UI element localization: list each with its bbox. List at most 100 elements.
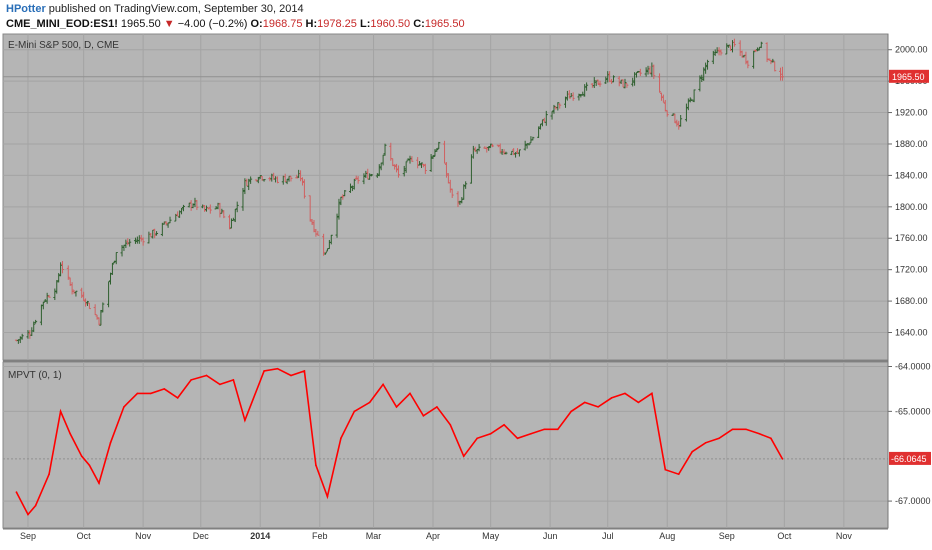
ohlc-bar — [243, 178, 247, 195]
ohlc-bar — [308, 195, 312, 222]
ohlc-bar — [337, 198, 341, 220]
ohlc-bar — [208, 204, 212, 214]
mpvt-point — [353, 410, 356, 413]
low-value: 1960.50 — [370, 18, 411, 30]
ohlc-bar — [97, 317, 101, 326]
open-label: O: — [250, 18, 263, 30]
y-tick-label: 1840.00 — [895, 170, 928, 180]
last-value-tag-text: -66.0645 — [891, 454, 927, 464]
price-panel[interactable] — [2, 33, 889, 361]
ohlc-bar — [717, 47, 721, 56]
x-tick-label: 2014 — [250, 531, 270, 541]
ohlc-bar — [659, 92, 663, 101]
ohlc-bar — [658, 73, 662, 93]
ohlc-bar — [698, 75, 702, 92]
ohlc-bar — [527, 143, 531, 146]
symbol-label[interactable]: CME_MINI_EOD:ES1! — [6, 18, 118, 30]
indicator-series — [15, 367, 784, 516]
mpvt-point — [219, 383, 221, 386]
x-tick-label: Dec — [193, 531, 210, 541]
indicator-panel[interactable] — [2, 361, 889, 529]
x-tick-label: Oct — [77, 531, 92, 541]
ohlc-bar — [112, 260, 116, 264]
ohlc-bar — [254, 179, 258, 182]
mpvt-point — [677, 473, 680, 475]
ohlc-bar — [604, 76, 608, 84]
ohlc-bar — [93, 304, 97, 316]
mpvt-point — [637, 401, 640, 404]
ohlc-bar — [107, 281, 111, 308]
ohlc-bar — [316, 230, 320, 236]
ohlc-bar — [141, 237, 145, 246]
ohlc-bar — [302, 179, 306, 199]
ohlc-bar — [258, 175, 262, 179]
ohlc-bar — [498, 143, 502, 154]
mpvt-point — [27, 513, 29, 516]
grid-lines — [3, 34, 888, 528]
ohlc-bar — [162, 221, 166, 225]
x-tick-label: Nov — [836, 531, 853, 541]
indicator-panel-title: MPVT (0, 1) — [8, 370, 62, 381]
ohlc-bar — [489, 143, 493, 149]
ohlc-bar — [181, 204, 185, 212]
ohlc-bar — [174, 213, 178, 222]
ohlc-bar — [563, 96, 567, 108]
x-tick-label: May — [482, 531, 500, 541]
ohlc-bar — [552, 104, 556, 114]
mpvt-point — [476, 437, 478, 440]
mpvt-point — [489, 432, 492, 435]
ohlc-bar — [767, 58, 771, 61]
ohlc-bar — [531, 136, 535, 141]
ohlc-bar — [404, 161, 408, 173]
ohlc-bar — [295, 174, 299, 179]
axes: Sep Oct Nov Dec 2014 Feb Mar Apr May Jun Jul Aug Sep… — [3, 34, 931, 541]
y-tick-label: 1880.00 — [895, 139, 928, 149]
ohlc-bar — [598, 80, 602, 87]
price-panel-title: E-Mini S&P 500, D, CME — [8, 40, 119, 51]
ohlc-bar — [231, 217, 235, 221]
mpvt-point — [69, 432, 71, 435]
ohlc-bar — [435, 148, 439, 152]
published-text: published on TradingView.com, September … — [45, 3, 304, 15]
ohlc-bar — [537, 126, 541, 138]
ohlc-bar — [652, 64, 656, 79]
mpvt-point — [34, 504, 37, 507]
ohlc-bar — [249, 176, 253, 184]
ohlc-bar — [621, 79, 625, 88]
ohlc-bar — [706, 59, 710, 70]
ohlc-bar — [235, 201, 239, 213]
ohlc-bar — [101, 302, 105, 313]
ohlc-bar — [32, 321, 36, 332]
ohlc-bar — [285, 178, 289, 185]
ohlc-bar — [765, 42, 769, 63]
last-price: 1965.50 — [120, 18, 161, 30]
x-tick-label: Nov — [135, 531, 152, 541]
mpvt-point — [395, 406, 398, 408]
ohlc-bar — [354, 175, 358, 180]
mpvt-point — [368, 401, 371, 404]
ohlc-bar — [679, 114, 683, 127]
ohlc-bar — [719, 49, 723, 56]
ohlc-bar — [300, 177, 304, 186]
ohlc-bar — [514, 152, 518, 158]
ohlc-bar — [206, 207, 210, 210]
author-link[interactable]: HPotter — [6, 3, 46, 15]
ohlc-bar — [241, 187, 245, 211]
high-value: 1978.25 — [317, 18, 357, 30]
x-tick-label: Jun — [543, 531, 558, 541]
ohlc-bar — [661, 94, 665, 103]
mpvt-point — [543, 428, 546, 431]
ohlc-bar — [725, 43, 729, 55]
mpvt-point — [745, 428, 747, 431]
ohlc-bar — [677, 120, 681, 130]
ohlc-bar — [195, 200, 199, 211]
ohlc-bar — [769, 59, 773, 65]
ohlc-bar — [684, 103, 688, 122]
ohlc-bar — [66, 265, 70, 280]
last-price-tag — [889, 69, 929, 83]
ohlc-bar — [471, 145, 475, 159]
mpvt-point — [597, 406, 599, 408]
ohlc-bar — [180, 208, 184, 215]
ohlc-bar — [462, 184, 466, 200]
